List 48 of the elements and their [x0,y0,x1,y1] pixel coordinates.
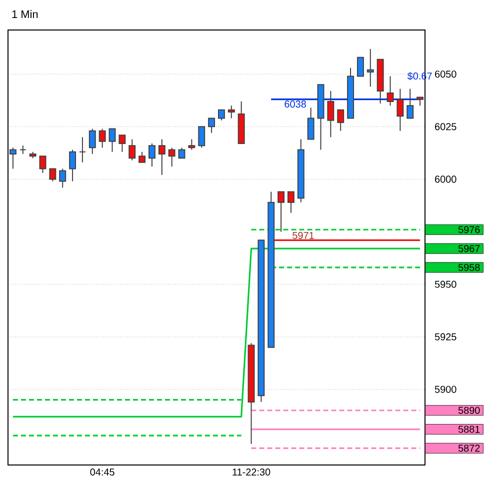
candlestick [69,149,76,182]
y-tick-label: 5900 [434,386,456,393]
text: 5976 [458,226,480,234]
annotation: 5971 [292,232,314,239]
candlestick [98,128,106,148]
candlestick [307,107,314,140]
chart-title: 1 Min [12,10,38,18]
candlestick [9,147,16,170]
annotation: 6038 [284,100,306,108]
candlestick [138,151,146,163]
y-tick-label: 5950 [434,280,456,288]
x-tick-label: 11-22:30 [232,468,270,476]
candlestick [327,90,334,138]
candlestick [39,156,46,174]
candlestick [198,126,206,148]
candlestick [356,56,364,77]
candlestick [228,105,235,119]
y-tick-label: 6000 [435,176,456,183]
text: 5958 [458,264,480,271]
y-tick-label: 6025 [435,123,456,130]
candlestick [208,118,216,134]
candlestick [396,88,404,132]
x-tick-label: 04:45 [90,468,114,476]
candlestick [128,138,136,161]
candlestick [49,168,56,182]
candlestick [88,128,96,154]
candlestick [168,147,176,168]
text: 5890 [458,406,480,414]
text: 5967 [458,245,480,252]
candlestick [118,134,126,152]
candlestick [406,88,414,119]
candlestick [188,138,196,150]
y-tick-label: 6050 [435,70,456,78]
candlestick [178,147,186,159]
candlestick [148,142,156,168]
candlestick [108,128,116,152]
candlestick [59,168,66,188]
text: 5881 [458,426,480,433]
candlestick [218,109,225,121]
candlestick [386,76,394,106]
candlestick [337,109,344,132]
text: 5872 [458,444,480,452]
candlestick [287,191,294,214]
candlestick [78,136,86,163]
y-tick-label: 5925 [434,333,456,340]
candlestick [158,138,166,176]
candlestick [278,191,285,232]
candlestick [366,48,374,88]
